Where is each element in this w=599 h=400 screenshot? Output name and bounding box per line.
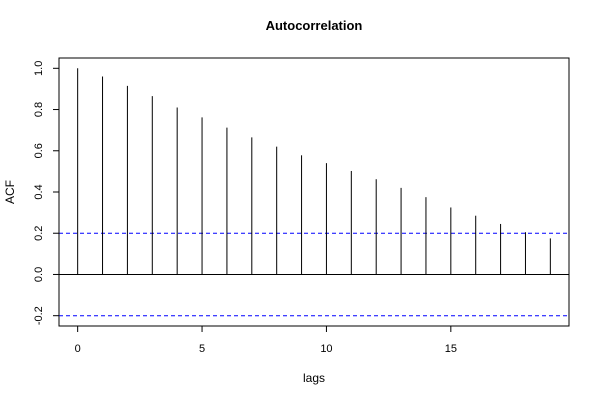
x-tick-label: 15 [445,343,457,355]
y-tick-label: 0.8 [33,102,45,117]
plot-layer: 0 5 10 15 -0.2 0.0 0.2 0.4 0.6 0.8 1.0 [33,61,569,355]
plot-frame [58,57,570,327]
y-tick-label: 0.0 [33,267,45,282]
y-tick-label: 1.0 [33,61,45,76]
x-tick-label: 10 [320,343,332,355]
y-tick-label: -0.2 [33,306,45,325]
x-tick-label: 0 [75,343,81,355]
chart-title: Autocorrelation [266,18,363,33]
y-tick-label: 0.4 [33,184,45,199]
x-tick-label: 5 [199,343,205,355]
y-axis-label: ACF [3,180,17,204]
y-tick-label: 0.6 [33,143,45,158]
y-tick-label: 0.2 [33,226,45,241]
x-axis-label: lags [303,371,325,385]
